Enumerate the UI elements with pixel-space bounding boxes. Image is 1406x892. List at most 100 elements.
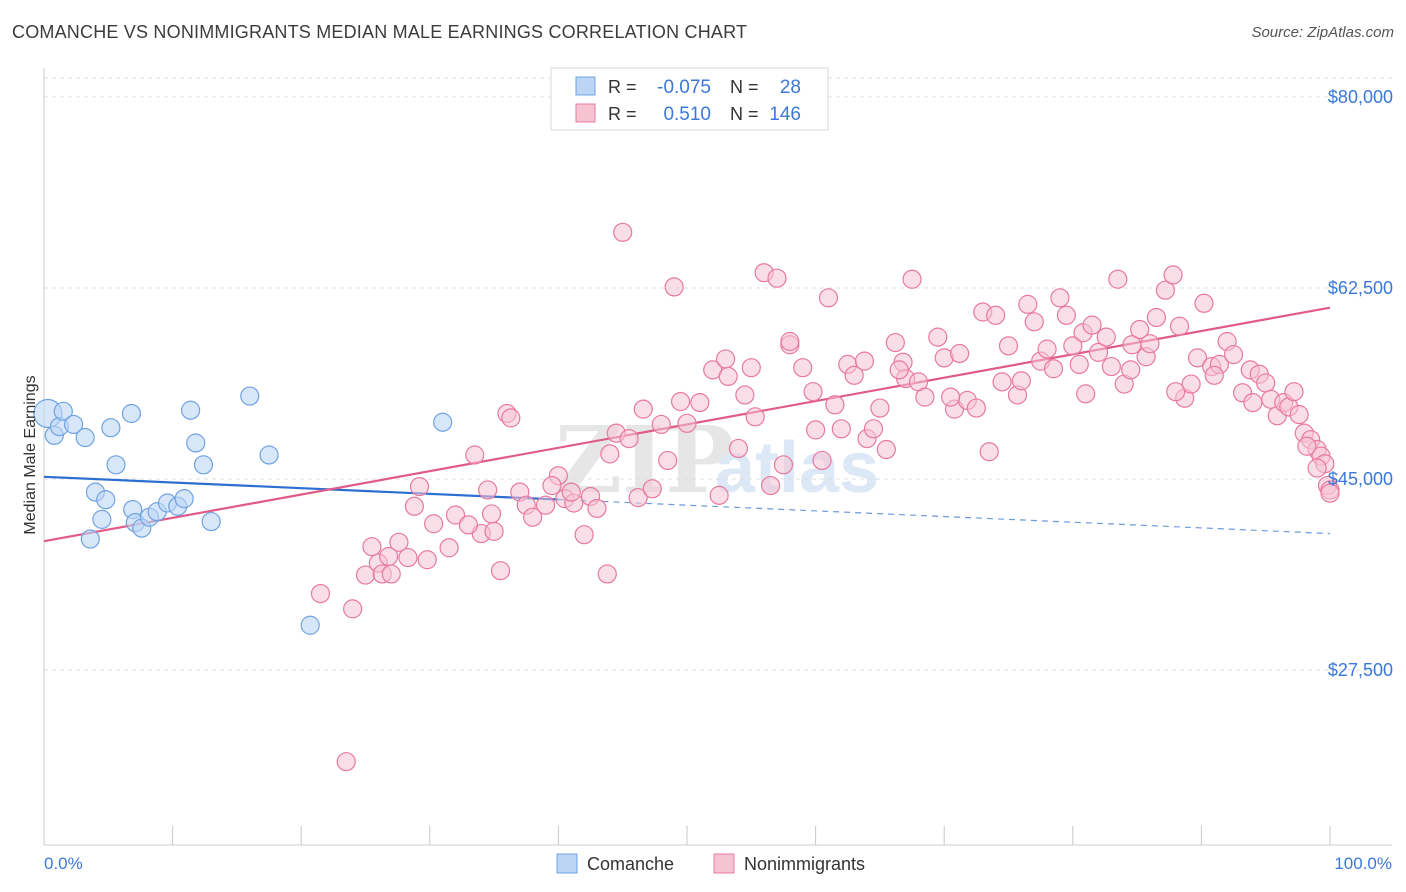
nonimmigrants-point <box>642 479 662 499</box>
comanche-point <box>101 418 121 438</box>
nonimmigrants-point <box>484 521 504 541</box>
y-tick-label: $27,500 <box>1328 660 1393 680</box>
nonimmigrants-point <box>1194 293 1214 313</box>
nonimmigrants-point <box>1169 316 1190 336</box>
legend-box <box>550 67 829 131</box>
nonimmigrants-point <box>690 393 710 413</box>
nonimmigrants-point <box>915 387 935 407</box>
nonimmigrants-point <box>1018 294 1038 314</box>
nonimmigrants-point <box>398 547 418 568</box>
nonimmigrants-point <box>992 372 1012 392</box>
nonimmigrants-point <box>773 455 794 475</box>
nonimmigrants-point <box>803 382 823 402</box>
nonimmigrants-point <box>362 537 382 557</box>
legend-swatch-comanche <box>575 76 596 96</box>
nonimmigrants-point <box>966 398 986 418</box>
nonimmigrants-point <box>1011 371 1031 391</box>
comanche-point <box>433 412 453 432</box>
nonimmigrants-point <box>709 485 729 505</box>
correlation-legend: R = -0.075 N = 28 R = 0.510 N = 146 <box>550 67 829 131</box>
bottom-swatch-nonimmigrants <box>713 853 735 874</box>
y-tick-label: $45,000 <box>1328 469 1393 489</box>
nonimmigrants-point <box>1108 269 1128 289</box>
comanche-points <box>33 386 453 635</box>
comanche-point <box>92 509 112 529</box>
nonimmigrants-point <box>780 331 800 352</box>
legend-r-value-1: -0.075 <box>657 77 711 98</box>
nonimmigrants-point <box>379 546 399 567</box>
nonimmigrants-point <box>1101 356 1121 377</box>
comanche-point <box>80 529 100 549</box>
nonimmigrants-point <box>628 487 648 508</box>
nonimmigrants-point <box>1121 360 1141 380</box>
nonimmigrants-point <box>1243 393 1263 413</box>
nonimmigrants-point <box>998 336 1019 356</box>
x-axis-ticks <box>172 826 1331 845</box>
nonimmigrants-point <box>844 365 864 385</box>
nonimmigrants-point <box>876 439 896 460</box>
nonimmigrants-point <box>831 419 851 439</box>
comanche-point <box>63 414 84 435</box>
nonimmigrants-point <box>735 385 755 405</box>
comanche-trend-line <box>43 475 559 501</box>
nonimmigrants-point <box>745 407 765 427</box>
nonimmigrants-point <box>597 564 617 584</box>
nonimmigrants-point <box>1063 336 1083 356</box>
x-tick-label-min: 0.0% <box>44 854 83 873</box>
legend-r-label-1: R = <box>608 77 637 97</box>
nonimmigrants-point <box>728 438 749 459</box>
nonimmigrants-point <box>1088 342 1109 362</box>
nonimmigrants-point <box>535 495 556 515</box>
comanche-point <box>259 445 279 465</box>
nonimmigrants-point <box>986 305 1006 325</box>
nonimmigrants-point <box>889 360 909 380</box>
nonimmigrants-point <box>1284 382 1304 402</box>
comanche-point <box>75 427 95 448</box>
nonimmigrants-point <box>1043 359 1064 379</box>
comanche-point <box>193 455 214 475</box>
nonimmigrants-point <box>381 564 401 584</box>
nonimmigrants-point <box>336 752 356 772</box>
comanche-point <box>300 615 320 635</box>
nonimmigrants-point <box>741 358 761 378</box>
nonimmigrants-point <box>613 222 633 242</box>
legend-n-label-1: N = <box>730 77 759 97</box>
nonimmigrants-point <box>409 477 430 497</box>
nonimmigrants-point <box>424 514 444 534</box>
y-axis-label: Median Male Earnings <box>22 375 39 534</box>
nonimmigrants-point <box>1163 265 1183 285</box>
nonimmigrants-point <box>1037 339 1057 359</box>
comanche-point <box>186 433 206 453</box>
nonimmigrants-point <box>812 450 832 471</box>
nonimmigrants-point <box>863 419 884 439</box>
nonimmigrants-point <box>1130 319 1150 340</box>
source-credit: Source: ZipAtlas.com <box>1251 24 1394 41</box>
nonimmigrants-point <box>587 498 607 519</box>
nonimmigrants-point <box>793 358 813 378</box>
comanche-point <box>121 403 142 424</box>
nonimmigrants-point <box>664 277 684 297</box>
nonimmigrants-point <box>979 442 999 462</box>
nonimmigrants-point <box>818 288 839 308</box>
comanche-point <box>240 386 260 406</box>
comanche-point <box>106 455 126 475</box>
nonimmigrants-point <box>542 475 562 496</box>
legend-r-label-2: R = <box>608 104 637 124</box>
nonimmigrants-point <box>1307 458 1327 478</box>
nonimmigrants-point <box>1256 373 1276 393</box>
nonimmigrants-point <box>439 538 459 558</box>
y-tick-label: $62,500 <box>1328 278 1393 298</box>
nonimmigrants-point <box>1069 354 1089 374</box>
nonimmigrants-point <box>941 387 961 407</box>
nonimmigrants-point <box>417 550 437 570</box>
nonimmigrants-point <box>854 351 875 371</box>
comanche-point <box>174 489 194 509</box>
nonimmigrants-point <box>1056 305 1076 325</box>
nonimmigrants-point <box>1082 315 1102 335</box>
comanche-point <box>201 511 221 532</box>
nonimmigrants-point <box>481 504 502 524</box>
nonimmigrants-point <box>902 269 922 289</box>
series-legend: Comanche Nonimmigrants <box>556 853 865 874</box>
y-tick-label: $80,000 <box>1328 87 1393 107</box>
nonimmigrants-point <box>1289 405 1309 425</box>
